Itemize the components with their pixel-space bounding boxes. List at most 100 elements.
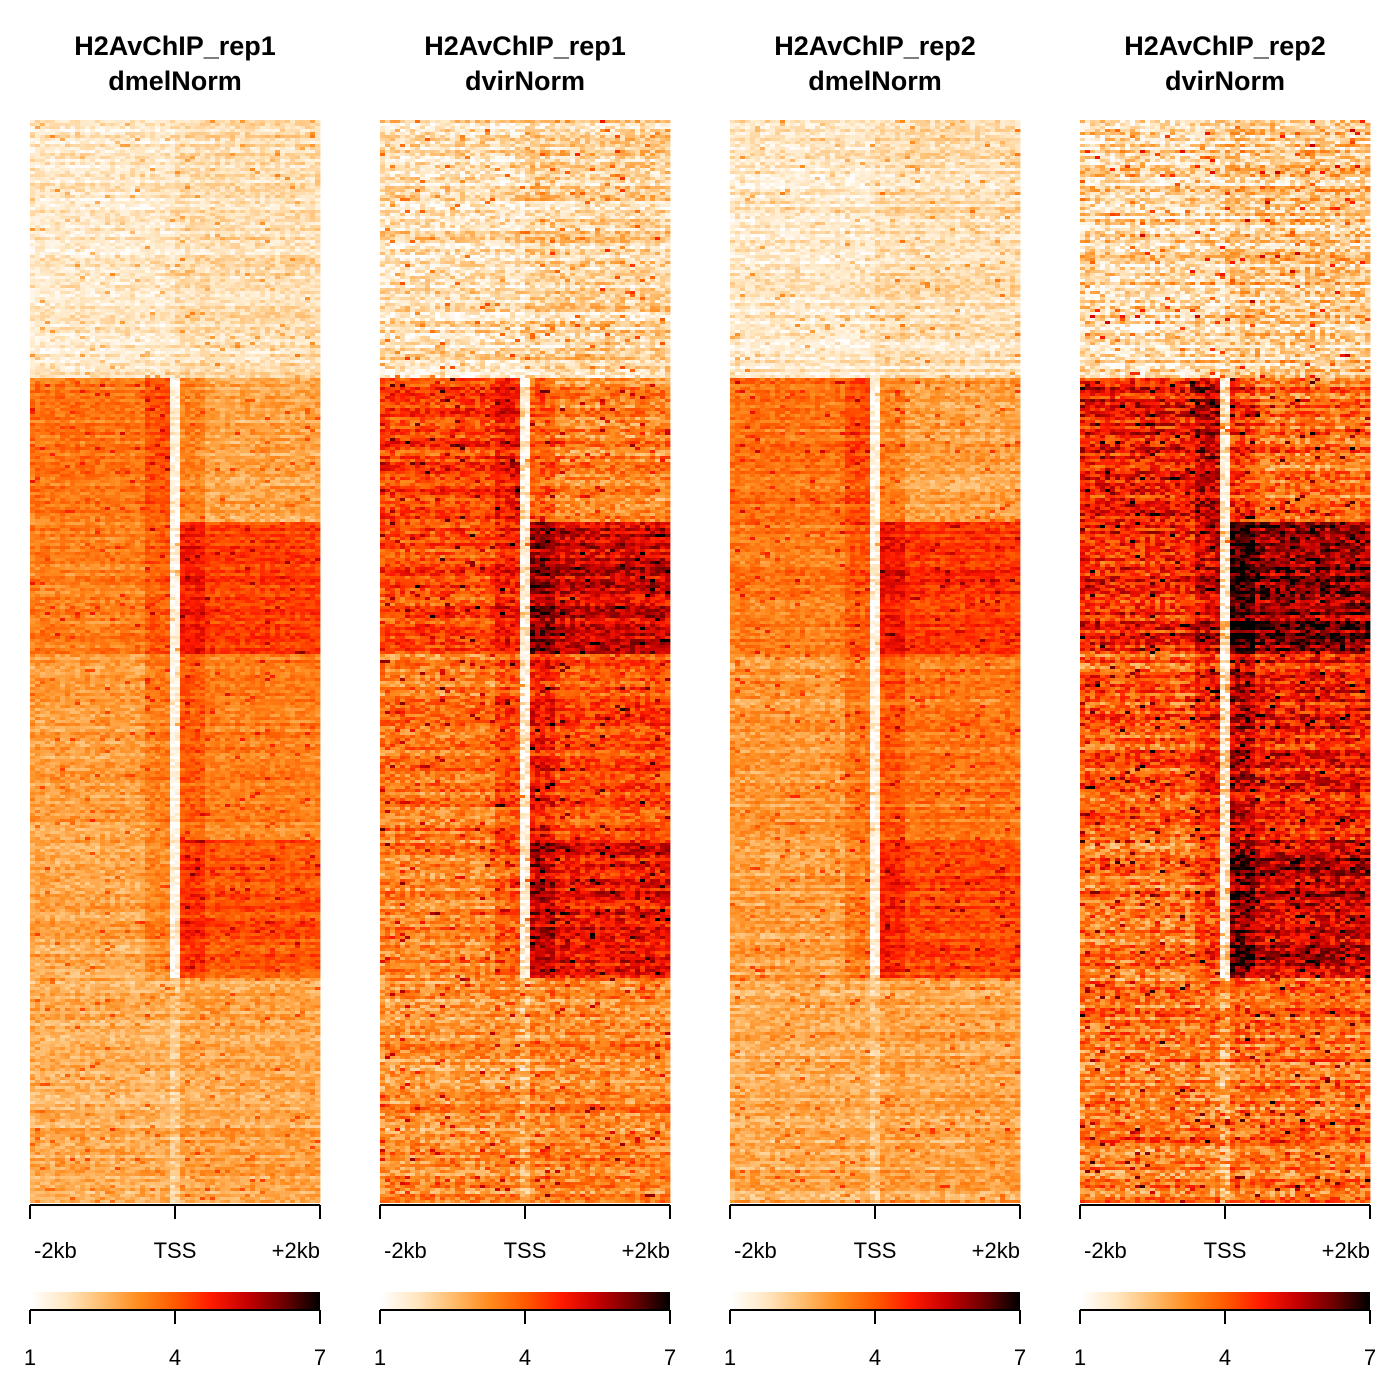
heatmap-cell bbox=[285, 144, 290, 147]
heatmap-cell bbox=[170, 162, 175, 165]
heatmap-cell bbox=[255, 201, 260, 204]
heatmap-cell bbox=[230, 216, 235, 219]
heatmap-cell bbox=[100, 228, 105, 231]
heatmap-cell bbox=[275, 192, 280, 195]
heatmap-cell bbox=[245, 144, 250, 147]
heatmap-cell bbox=[245, 171, 250, 174]
heatmap-cell bbox=[230, 141, 235, 144]
heatmap-cell bbox=[115, 225, 120, 228]
heatmap-cell bbox=[165, 174, 170, 177]
heatmap-cell bbox=[180, 162, 185, 165]
heatmap-cell bbox=[310, 168, 315, 171]
heatmap-cell bbox=[310, 144, 315, 147]
heatmap-cell bbox=[95, 204, 100, 207]
heatmap-cell bbox=[185, 216, 190, 219]
heatmap-cell bbox=[100, 174, 105, 177]
heatmap-cell bbox=[270, 213, 275, 216]
heatmap-cell bbox=[310, 174, 315, 177]
heatmap-cell bbox=[260, 153, 265, 156]
heatmap-cell bbox=[165, 219, 170, 222]
heatmap-cell bbox=[115, 141, 120, 144]
heatmap-cell bbox=[45, 168, 50, 171]
heatmap-cell bbox=[265, 126, 270, 129]
heatmap-cell bbox=[260, 138, 265, 141]
heatmap-cell bbox=[240, 198, 245, 201]
heatmap-cell bbox=[210, 219, 215, 222]
heatmap-cell bbox=[195, 177, 200, 180]
heatmap-cell bbox=[300, 177, 305, 180]
heatmap-cell bbox=[35, 159, 40, 162]
heatmap-cell bbox=[80, 153, 85, 156]
heatmap-cell bbox=[170, 216, 175, 219]
heatmap-cell bbox=[70, 219, 75, 222]
heatmap-cell bbox=[220, 180, 225, 183]
heatmap-cell bbox=[70, 174, 75, 177]
heatmap-cell bbox=[115, 186, 120, 189]
heatmap-cell bbox=[140, 177, 145, 180]
heatmap-cell bbox=[205, 222, 210, 225]
heatmap-cell bbox=[210, 165, 215, 168]
heatmap-cell bbox=[235, 216, 240, 219]
heatmap-cell bbox=[185, 189, 190, 192]
heatmap-cell bbox=[275, 147, 280, 150]
heatmap-cell bbox=[300, 201, 305, 204]
heatmap-cell bbox=[100, 198, 105, 201]
heatmap-cell bbox=[300, 156, 305, 159]
heatmap-cell bbox=[195, 201, 200, 204]
heatmap-cell bbox=[35, 138, 40, 141]
heatmap-cell bbox=[125, 210, 130, 213]
heatmap-cell bbox=[275, 189, 280, 192]
heatmap-cell bbox=[195, 174, 200, 177]
heatmap-cell bbox=[305, 213, 310, 216]
heatmap-cell bbox=[280, 210, 285, 213]
heatmap-cell bbox=[50, 219, 55, 222]
heatmap-cell bbox=[195, 231, 200, 234]
heatmap-cell bbox=[140, 123, 145, 126]
heatmap-cell bbox=[250, 207, 255, 210]
heatmap-cell bbox=[315, 201, 320, 204]
heatmap-cell bbox=[120, 129, 125, 132]
heatmap-cell bbox=[310, 153, 315, 156]
heatmap-cell bbox=[115, 231, 120, 234]
heatmap-cell bbox=[145, 228, 150, 231]
heatmap-cell bbox=[120, 192, 125, 195]
heatmap-cell bbox=[185, 201, 190, 204]
heatmap-cell bbox=[170, 129, 175, 132]
heatmap-cell bbox=[150, 159, 155, 162]
heatmap-cell bbox=[255, 135, 260, 138]
heatmap-cell bbox=[190, 144, 195, 147]
heatmap-cell bbox=[300, 192, 305, 195]
heatmap-cell bbox=[150, 135, 155, 138]
heatmap-cell bbox=[35, 135, 40, 138]
heatmap-cell bbox=[265, 165, 270, 168]
heatmap-cell bbox=[255, 231, 260, 234]
heatmap-cell bbox=[40, 234, 45, 237]
heatmap-cell bbox=[230, 195, 235, 198]
heatmap-cell bbox=[40, 123, 45, 126]
heatmap-cell bbox=[145, 198, 150, 201]
heatmap-cell bbox=[190, 123, 195, 126]
heatmap-cell bbox=[225, 201, 230, 204]
heatmap-cell bbox=[250, 153, 255, 156]
heatmap-cell bbox=[225, 213, 230, 216]
heatmap-cell bbox=[135, 171, 140, 174]
heatmap-cell bbox=[135, 162, 140, 165]
heatmap-cell bbox=[55, 219, 60, 222]
heatmap-cell bbox=[205, 168, 210, 171]
heatmap-cell bbox=[230, 177, 235, 180]
heatmap-cell bbox=[45, 171, 50, 174]
heatmap-cell bbox=[55, 171, 60, 174]
heatmap-cell bbox=[270, 165, 275, 168]
heatmap-cell bbox=[35, 204, 40, 207]
heatmap-cell bbox=[295, 195, 300, 198]
heatmap-cell bbox=[195, 171, 200, 174]
heatmap-cell bbox=[185, 174, 190, 177]
heatmap-cell bbox=[50, 180, 55, 183]
heatmap-cell bbox=[70, 168, 75, 171]
heatmap-cell bbox=[100, 207, 105, 210]
heatmap-cell bbox=[170, 222, 175, 225]
heatmap-cell bbox=[235, 174, 240, 177]
heatmap-cell bbox=[280, 135, 285, 138]
heatmap-cell bbox=[80, 159, 85, 162]
heatmap-cell bbox=[265, 162, 270, 165]
